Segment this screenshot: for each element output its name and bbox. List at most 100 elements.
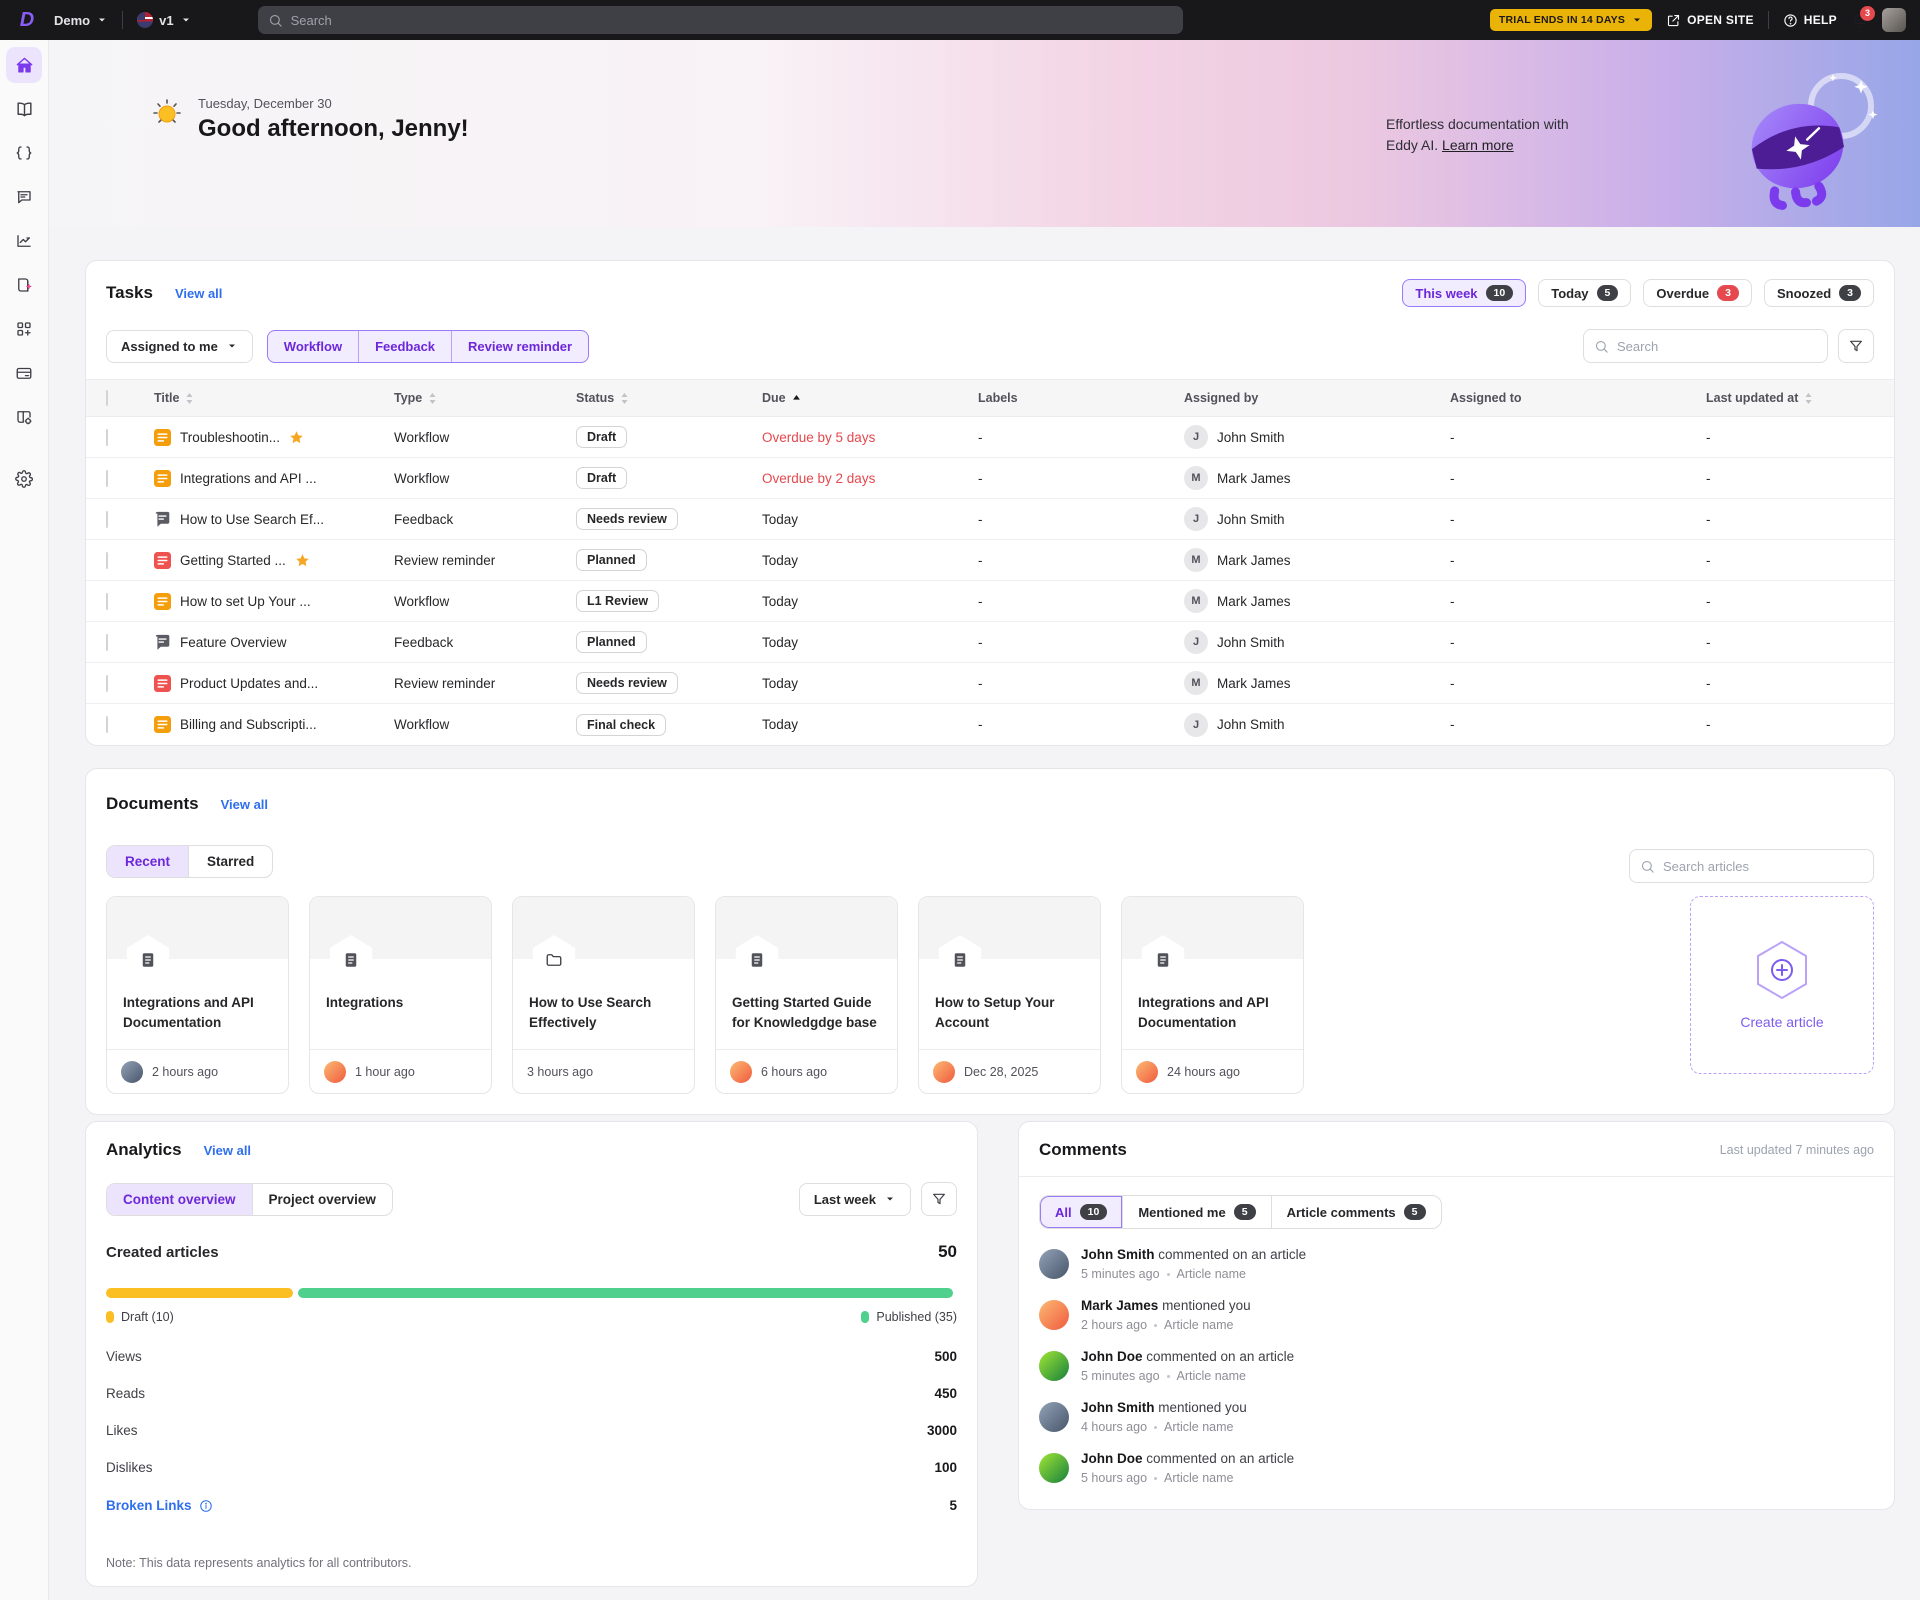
document-card[interactable]: Integrations 1 hour ago xyxy=(309,896,492,1094)
sidebar-item-analytics[interactable] xyxy=(6,223,42,259)
trial-badge[interactable]: TRIAL ENDS IN 14 DAYS xyxy=(1489,9,1653,31)
sidebar-item-book[interactable] xyxy=(6,91,42,127)
sidebar-item-apps[interactable] xyxy=(6,311,42,347)
search-icon xyxy=(268,13,283,28)
tasks-view-all-link[interactable]: View all xyxy=(174,285,223,301)
sidebar-item-ai-book[interactable] xyxy=(6,267,42,303)
task-row[interactable]: How to Use Search Ef... Feedback Needs r… xyxy=(86,499,1894,540)
column-header-title[interactable]: Title xyxy=(154,391,394,405)
tasks-segment-workflow[interactable]: Workflow xyxy=(268,330,360,362)
row-checkbox[interactable] xyxy=(106,592,108,610)
column-header-type[interactable]: Type xyxy=(394,391,576,405)
tasks-filter-button[interactable] xyxy=(1838,329,1874,363)
assigned-to: - xyxy=(1450,511,1455,527)
row-checkbox[interactable] xyxy=(106,551,108,569)
avatar xyxy=(730,1060,752,1083)
analytics-view-all-link[interactable]: View all xyxy=(203,1142,252,1158)
tasks-filter-today[interactable]: Today 5 xyxy=(1538,279,1632,307)
comments-tab-article-comments[interactable]: Article comments 5 xyxy=(1272,1196,1441,1228)
avatar: J xyxy=(1184,630,1208,654)
document-card[interactable]: How to Setup Your Account Dec 28, 2025 xyxy=(918,896,1101,1094)
tasks-search[interactable] xyxy=(1583,329,1828,363)
column-header-due[interactable]: Due xyxy=(762,391,978,405)
row-checkbox[interactable] xyxy=(106,716,108,733)
column-header-status[interactable]: Status xyxy=(576,391,762,405)
global-search[interactable] xyxy=(257,6,1183,34)
sidebar-item-home[interactable] xyxy=(6,47,42,83)
articles-search[interactable] xyxy=(1629,849,1874,883)
tasks-search-input[interactable] xyxy=(1617,338,1817,354)
documents-tab-starred[interactable]: Starred xyxy=(207,854,255,869)
trial-badge-label: TRIAL ENDS IN 14 DAYS xyxy=(1498,14,1626,26)
project-switcher[interactable]: Demo xyxy=(46,7,116,34)
learn-more-link[interactable]: Learn more xyxy=(1442,137,1514,153)
task-row[interactable]: How to set Up Your ... Workflow L1 Revie… xyxy=(86,581,1894,622)
document-card[interactable]: Getting Started Guide for Knowledgdge ba… xyxy=(715,896,898,1094)
user-avatar[interactable] xyxy=(1882,8,1906,32)
document-card[interactable]: Integrations and API Documentation 24 ho… xyxy=(1121,896,1304,1094)
assigned-by: M Mark James xyxy=(1184,548,1450,572)
task-row[interactable]: Product Updates and... Review reminder N… xyxy=(86,663,1894,704)
tasks-segment-feedback[interactable]: Feedback xyxy=(359,330,453,362)
column-header-labels[interactable]: Labels xyxy=(978,391,1184,405)
global-search-input[interactable] xyxy=(290,12,1173,28)
analytics-tab-project-overview[interactable]: Project overview xyxy=(268,1191,376,1207)
row-checkbox[interactable] xyxy=(106,633,108,651)
tasks-segment-review-reminder[interactable]: Review reminder xyxy=(468,338,573,354)
analytics-note: Note: This data represents analytics for… xyxy=(106,1556,412,1570)
documents-tab-recent[interactable]: Recent xyxy=(107,846,190,877)
tasks-filter-snoozed[interactable]: Snoozed 3 xyxy=(1763,279,1874,307)
filter-count-badge: 5 xyxy=(1596,285,1619,301)
task-row[interactable]: Billing and Subscripti... Workflow Final… xyxy=(86,704,1894,745)
comment-item[interactable]: Mark James mentioned you 2 hours ago Arti… xyxy=(1039,1298,1874,1332)
bar-segment-draft xyxy=(106,1288,294,1298)
comments-tab-all[interactable]: All 10 xyxy=(1040,1196,1124,1228)
comment-item[interactable]: John Smith mentioned you 4 hours ago Arti… xyxy=(1039,1400,1874,1434)
help-button[interactable]: HELP xyxy=(1783,13,1837,28)
analytics-filter-button[interactable] xyxy=(921,1182,957,1216)
column-header-assigned-to[interactable]: Assigned to xyxy=(1450,391,1706,405)
app-logo-icon[interactable]: D xyxy=(19,8,35,31)
task-row[interactable]: Integrations and API ... Workflow Draft … xyxy=(86,458,1894,499)
articles-search-input[interactable] xyxy=(1663,858,1863,874)
documents-view-all-link[interactable]: View all xyxy=(220,796,269,812)
task-row[interactable]: Getting Started ... Review reminder Plan… xyxy=(86,540,1894,581)
column-header-last-updated-at[interactable]: Last updated at xyxy=(1706,391,1874,405)
document-card[interactable]: Integrations and API Documentation 2 hou… xyxy=(106,896,289,1094)
open-site-button[interactable]: OPEN SITE xyxy=(1666,13,1754,28)
comment-text: John Smith mentioned you xyxy=(1081,1400,1247,1415)
tasks-filter-this-week[interactable]: This week 10 xyxy=(1402,279,1527,307)
comments-title: Comments xyxy=(1039,1140,1127,1159)
sidebar-item-code[interactable] xyxy=(6,135,42,171)
row-checkbox[interactable] xyxy=(106,674,108,692)
sidebar-item-docs-tools[interactable] xyxy=(6,399,42,435)
document-time: 3 hours ago xyxy=(527,1064,594,1079)
row-checkbox[interactable] xyxy=(106,428,108,446)
select-all-checkbox[interactable] xyxy=(106,390,108,406)
star-icon[interactable] xyxy=(295,553,310,568)
sidebar-item-settings[interactable] xyxy=(6,461,42,497)
comment-article: Article name xyxy=(1176,1369,1247,1383)
sidebar-item-billing[interactable] xyxy=(6,355,42,391)
assigned-to-me-dropdown[interactable]: Assigned to me xyxy=(106,329,253,363)
version-switcher[interactable]: v1 xyxy=(129,6,199,34)
comment-item[interactable]: John Doe commented on an article 5 hours… xyxy=(1039,1451,1874,1485)
tasks-filter-overdue[interactable]: Overdue 3 xyxy=(1643,279,1752,307)
task-row[interactable]: Feature Overview Feedback Planned Today … xyxy=(86,622,1894,663)
sidebar-item-feedback[interactable] xyxy=(6,179,42,215)
period-dropdown[interactable]: Last week xyxy=(798,1182,911,1216)
document-card[interactable]: How to Use Search Effectively 3 hours ag… xyxy=(512,896,695,1094)
create-article-button[interactable]: Create article xyxy=(1690,896,1874,1074)
task-row[interactable]: Troubleshootin... Workflow Draft Overdue… xyxy=(86,417,1894,458)
row-checkbox[interactable] xyxy=(106,510,108,528)
chevron-down-icon xyxy=(96,14,108,26)
comment-item[interactable]: John Smith commented on an article 5 min… xyxy=(1039,1247,1874,1281)
broken-links-link[interactable]: Broken Links xyxy=(106,1498,213,1513)
analytics-tab-content-overview[interactable]: Content overview xyxy=(107,1183,253,1215)
row-checkbox[interactable] xyxy=(106,469,108,487)
star-icon[interactable] xyxy=(289,430,304,445)
column-header-assigned-by[interactable]: Assigned by xyxy=(1184,391,1450,405)
notifications-button[interactable]: 3 xyxy=(1851,5,1875,29)
comment-item[interactable]: John Doe commented on an article 5 minut… xyxy=(1039,1349,1874,1383)
comments-tab-mentioned-me[interactable]: Mentioned me 5 xyxy=(1123,1196,1272,1228)
